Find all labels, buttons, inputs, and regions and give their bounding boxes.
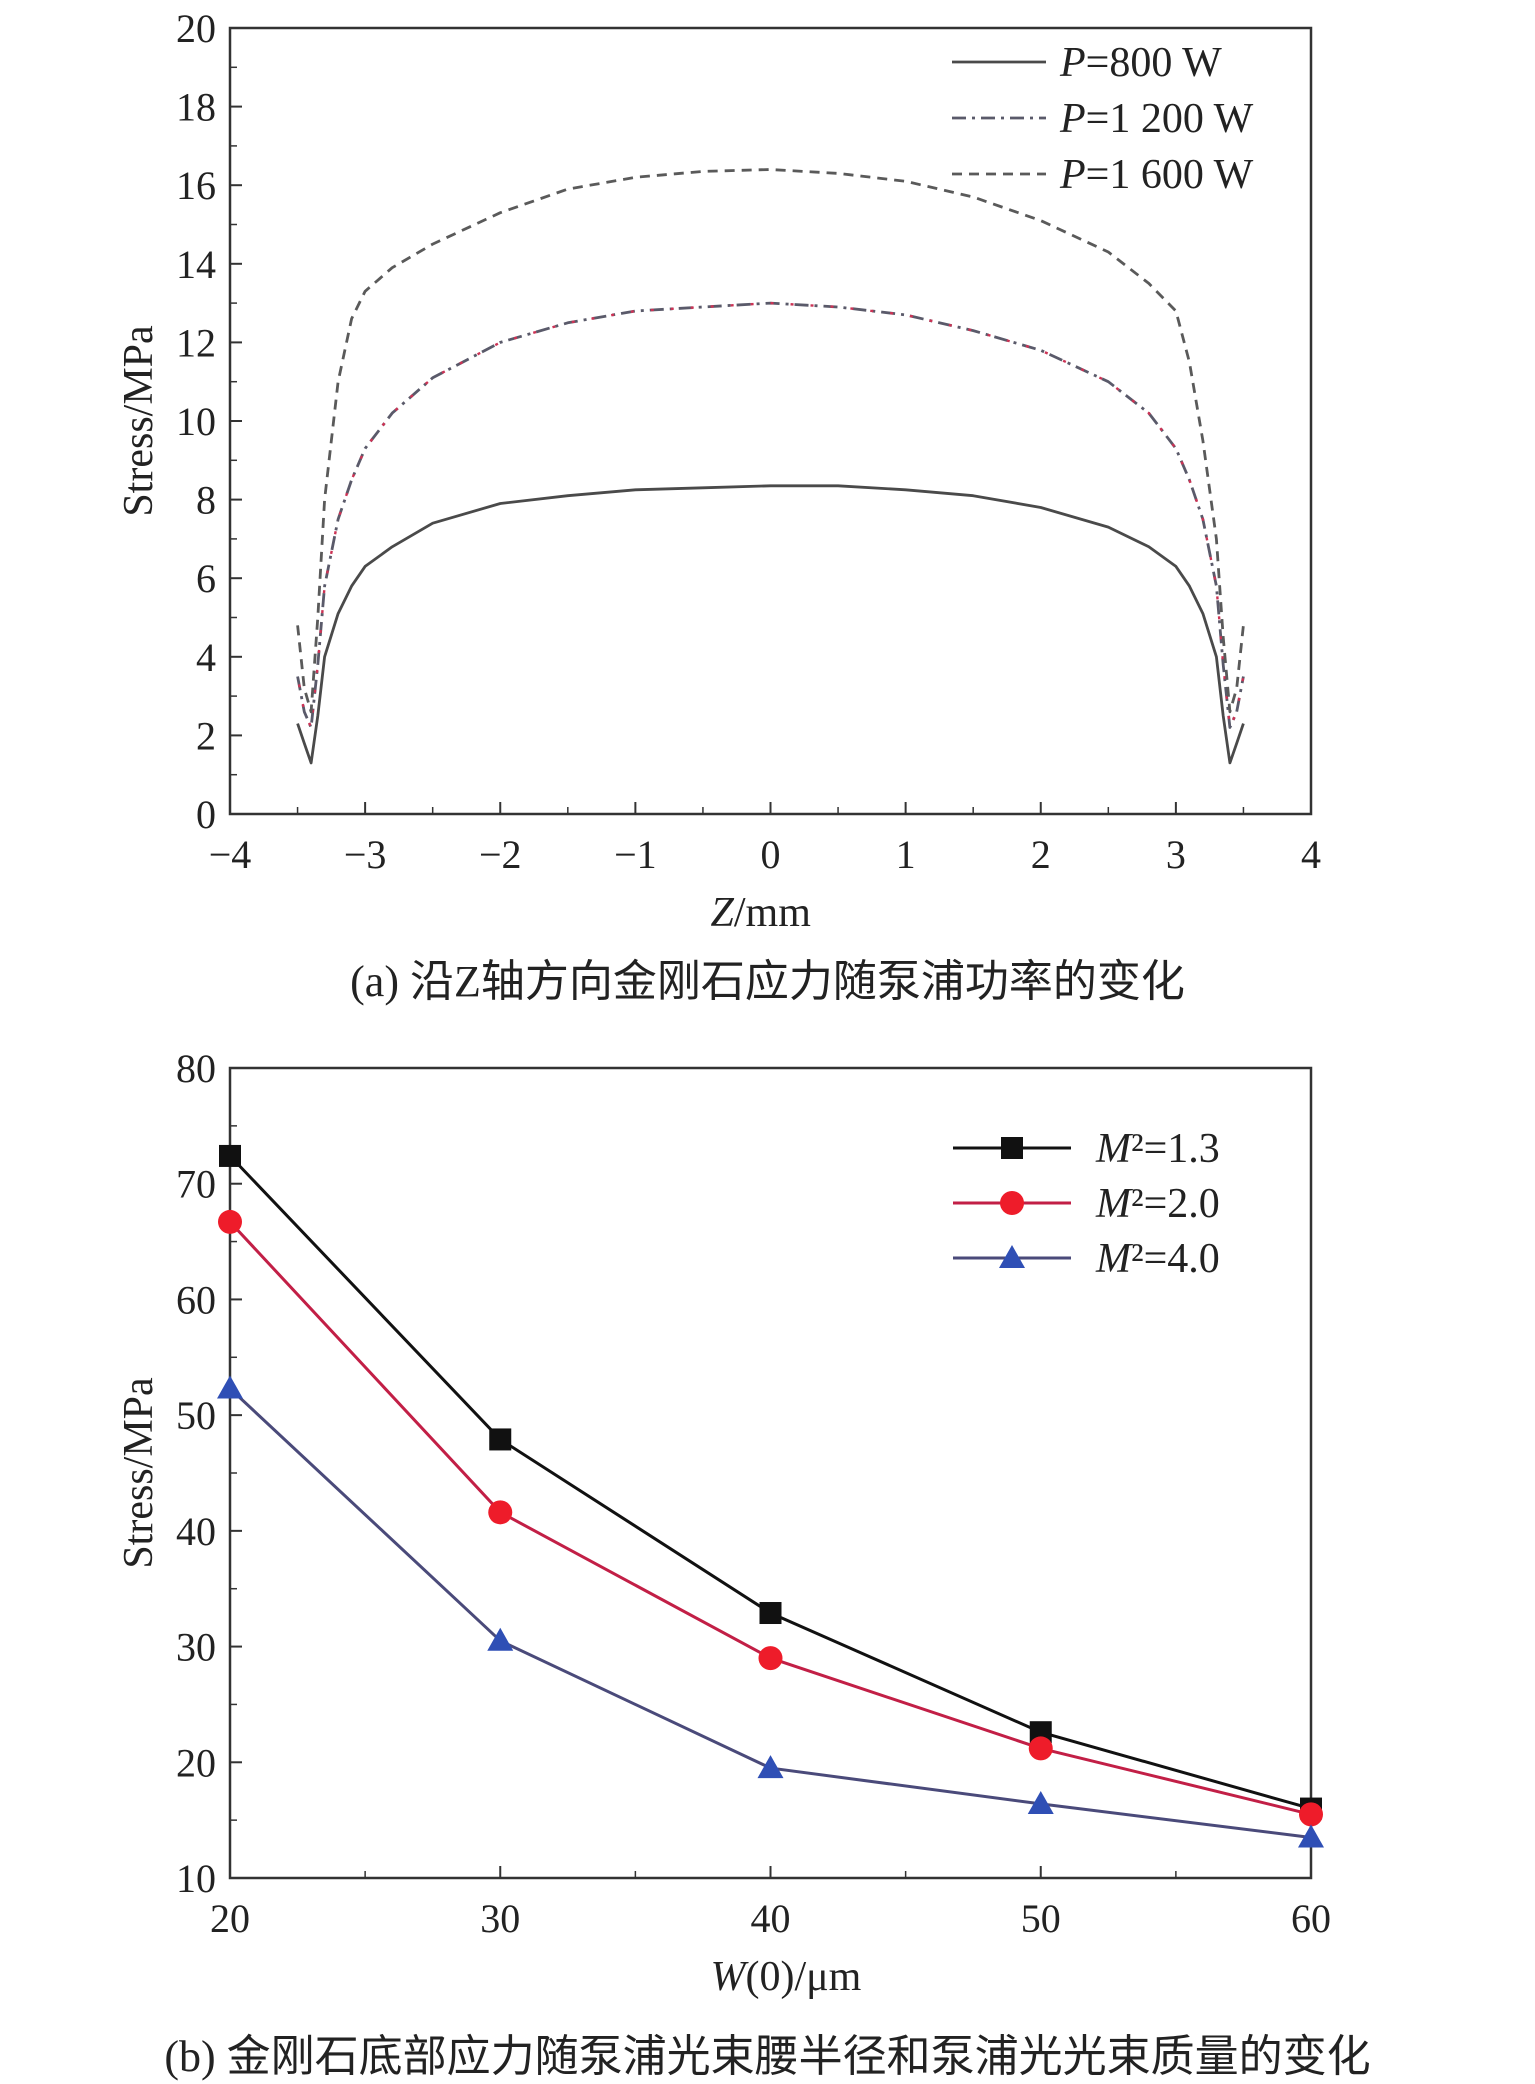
chart-a-caption: (a) 沿Z轴方向金刚石应力随泵浦功率的变化: [350, 957, 1185, 1006]
chart-a-svg: −4 −3 −2 −1 0 1 2 3 402468101214161820Z/mmStress…: [116, 6, 1321, 936]
x-tick-label: −3: [344, 832, 387, 877]
x-tick-label: 20: [210, 1896, 250, 1941]
data-point-1: [1029, 1721, 1052, 1744]
legend-label-1: P=800 W: [1059, 40, 1222, 86]
y-tick-label: 8: [196, 478, 216, 523]
y-axis-title: Stress/MPa: [116, 325, 162, 517]
data-point-2: [488, 1500, 513, 1525]
chart-b: 20 30 40 50 60 10 20 30 40 50 60 70 80 W(0)/μm Stress/…: [0, 1030, 1535, 2083]
data-point-1: [219, 1144, 241, 1167]
x-tick-label: −4: [209, 832, 252, 877]
data-point-3: [1298, 1824, 1324, 1848]
y-tick-label: 70: [176, 1162, 216, 1207]
plot-frame: [228, 26, 1313, 816]
chart-b-svg: 20 30 40 50 601020304050607080W(0)/μmStress/…: [116, 1046, 1331, 2000]
series-line-1: [296, 484, 1245, 765]
y-tick-label: 14: [176, 242, 216, 287]
data-point-1: [759, 1602, 782, 1625]
series-line-accent-2: [296, 301, 1245, 733]
y-tick-label: 50: [176, 1393, 216, 1438]
legend-label-1: M²=1.3: [1095, 1126, 1220, 1172]
data-point-2: [218, 1209, 242, 1234]
y-tick-label: 10: [176, 1856, 216, 1901]
x-tick-label: 60: [1291, 1896, 1331, 1941]
data-point-3: [217, 1375, 243, 1399]
x-tick-label: 50: [1021, 1896, 1061, 1941]
y-tick-label: 60: [176, 1277, 216, 1322]
legend-label-3: M²=4.0: [1095, 1236, 1220, 1282]
y-tick-label: 10: [176, 399, 216, 444]
x-tick-label: 1: [896, 832, 916, 877]
y-tick-label: 0: [196, 792, 216, 837]
y-tick-label: 80: [176, 1046, 216, 1091]
x-tick-label: 40: [751, 1896, 791, 1941]
data-point-1: [489, 1428, 512, 1451]
legend-marker-2: [1000, 1191, 1024, 1215]
series-line-3: [296, 168, 1245, 714]
data-point-3: [757, 1755, 784, 1779]
x-tick-label: 30: [480, 1896, 520, 1941]
legend-label-2: P=1 200 W: [1059, 96, 1254, 142]
y-tick-label: 2: [196, 713, 216, 758]
series-line-2: [228, 1220, 1312, 1816]
x-tick-label: 4: [1301, 832, 1321, 877]
x-axis-title: W(0)/μm: [711, 1954, 862, 2000]
y-axis-title: Stress/MPa: [116, 1377, 162, 1569]
y-tick-label: 16: [176, 163, 216, 208]
legend-marker-1: [1001, 1137, 1023, 1159]
legend-label-2: M²=2.0: [1095, 1181, 1220, 1227]
y-tick-label: 6: [196, 556, 216, 601]
series-line-2: [296, 301, 1245, 729]
x-tick-label: −1: [614, 832, 657, 877]
data-point-2: [758, 1646, 783, 1671]
data-point-3: [487, 1627, 514, 1651]
y-tick-label: 20: [176, 6, 216, 51]
x-tick-label: 3: [1166, 832, 1186, 877]
y-tick-label: 4: [196, 635, 216, 680]
data-point-2: [1299, 1802, 1323, 1827]
y-tick-label: 30: [176, 1625, 216, 1670]
x-axis-title: Z/mm: [711, 890, 812, 936]
chart-a: −4 −3 −2 −1 0 1 2 3 4 0 2 4 6 8 10 12 14 16 18 20 Z/mm Stress…: [0, 0, 1535, 1010]
y-tick-label: 18: [176, 85, 216, 130]
data-point-3: [1027, 1790, 1054, 1814]
y-tick-label: 12: [176, 320, 216, 365]
x-tick-label: 0: [761, 832, 781, 877]
x-tick-label: 2: [1031, 832, 1051, 877]
legend-label-3: P=1 600 W: [1059, 152, 1254, 198]
data-point-2: [1028, 1736, 1053, 1761]
x-tick-label: −2: [479, 832, 522, 877]
y-tick-label: 20: [176, 1740, 216, 1785]
legend-marker-3: [999, 1245, 1025, 1268]
chart-b-caption: (b) 金刚石底部应力随泵浦光束腰半径和泵浦光光束质量的变化: [164, 2032, 1371, 2081]
y-tick-label: 40: [176, 1509, 216, 1554]
